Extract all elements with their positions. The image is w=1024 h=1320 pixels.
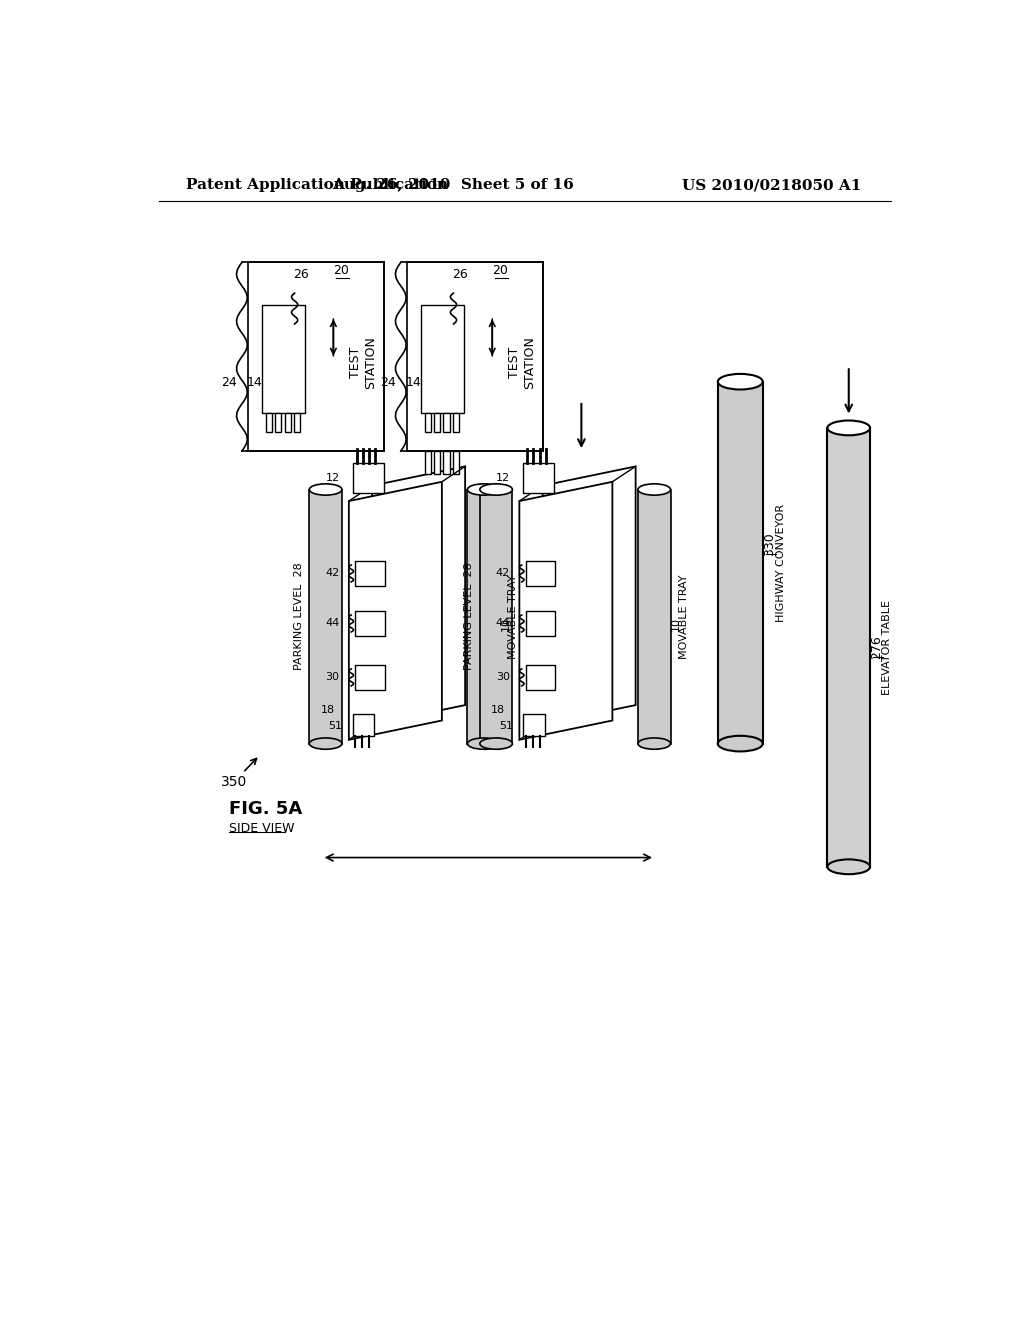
Polygon shape: [372, 466, 465, 725]
Bar: [434, 451, 440, 474]
Text: 10: 10: [501, 618, 510, 631]
Polygon shape: [349, 482, 442, 739]
Bar: [480, 490, 512, 743]
Text: 276: 276: [870, 635, 883, 659]
Text: 14: 14: [247, 376, 262, 388]
Bar: [352, 714, 375, 737]
Polygon shape: [543, 466, 636, 725]
Text: 44: 44: [496, 619, 510, 628]
Text: 350: 350: [221, 775, 247, 789]
Bar: [525, 561, 555, 586]
Text: 24: 24: [221, 376, 237, 388]
Bar: [355, 665, 385, 689]
Text: 42: 42: [326, 569, 340, 578]
Bar: [355, 561, 385, 586]
Ellipse shape: [718, 735, 763, 751]
Text: MOVABLE TRAY: MOVABLE TRAY: [679, 574, 689, 659]
Bar: [453, 451, 459, 474]
Text: HIGHWAY CONVEYOR: HIGHWAY CONVEYOR: [775, 504, 785, 622]
Bar: [285, 412, 291, 432]
Text: PARKING LEVEL  28: PARKING LEVEL 28: [294, 562, 303, 671]
Bar: [275, 412, 282, 432]
Text: 30: 30: [496, 672, 510, 682]
Text: US 2010/0218050 A1: US 2010/0218050 A1: [682, 178, 861, 193]
Text: TEST
STATION: TEST STATION: [349, 337, 377, 389]
Text: SIDE VIEW: SIDE VIEW: [228, 822, 294, 834]
Text: 30: 30: [326, 672, 340, 682]
Bar: [523, 462, 554, 494]
Text: 18: 18: [492, 705, 506, 715]
Ellipse shape: [638, 484, 671, 495]
Bar: [525, 665, 555, 689]
Ellipse shape: [309, 484, 342, 495]
Text: MOVABLE TRAY: MOVABLE TRAY: [508, 574, 518, 659]
Text: Patent Application Publication: Patent Application Publication: [186, 178, 449, 193]
Bar: [523, 714, 545, 737]
Bar: [443, 451, 450, 474]
Text: 330: 330: [763, 533, 776, 557]
Text: PARKING LEVEL  28: PARKING LEVEL 28: [464, 562, 474, 671]
Bar: [266, 412, 272, 432]
Bar: [718, 381, 763, 743]
Polygon shape: [519, 482, 612, 739]
Bar: [525, 611, 555, 636]
Text: 24: 24: [380, 376, 395, 388]
Ellipse shape: [480, 738, 512, 750]
Text: 26: 26: [452, 268, 468, 281]
Bar: [421, 305, 464, 412]
Bar: [352, 462, 384, 494]
Bar: [248, 263, 384, 451]
Ellipse shape: [467, 484, 500, 495]
Text: FIG. 5A: FIG. 5A: [228, 800, 302, 818]
Ellipse shape: [480, 484, 512, 495]
Ellipse shape: [827, 421, 870, 436]
Text: ELEVATOR TABLE: ELEVATOR TABLE: [883, 599, 893, 694]
Bar: [638, 490, 671, 743]
Bar: [309, 490, 342, 743]
Ellipse shape: [638, 738, 671, 750]
Ellipse shape: [467, 738, 500, 750]
Text: TEST
STATION: TEST STATION: [508, 337, 536, 389]
Text: 44: 44: [326, 619, 340, 628]
Bar: [434, 412, 440, 432]
Bar: [453, 412, 459, 432]
Bar: [425, 412, 431, 432]
Ellipse shape: [827, 859, 870, 874]
Text: 51: 51: [329, 721, 343, 731]
Bar: [827, 428, 870, 867]
Bar: [407, 263, 543, 451]
Bar: [443, 412, 450, 432]
Bar: [262, 305, 305, 412]
Text: 14: 14: [406, 376, 421, 388]
Text: 20: 20: [333, 264, 349, 277]
Text: 18: 18: [321, 705, 335, 715]
Ellipse shape: [309, 738, 342, 750]
Text: 26: 26: [293, 268, 308, 281]
Text: 12: 12: [496, 473, 510, 483]
Text: 20: 20: [493, 264, 508, 277]
Bar: [355, 611, 385, 636]
Text: Aug. 26, 2010  Sheet 5 of 16: Aug. 26, 2010 Sheet 5 of 16: [333, 178, 574, 193]
Text: 42: 42: [496, 569, 510, 578]
Text: 10: 10: [671, 618, 681, 631]
Ellipse shape: [718, 374, 763, 389]
Text: 51: 51: [499, 721, 513, 731]
Bar: [425, 451, 431, 474]
Text: 12: 12: [326, 473, 340, 483]
Bar: [467, 490, 500, 743]
Bar: [294, 412, 300, 432]
